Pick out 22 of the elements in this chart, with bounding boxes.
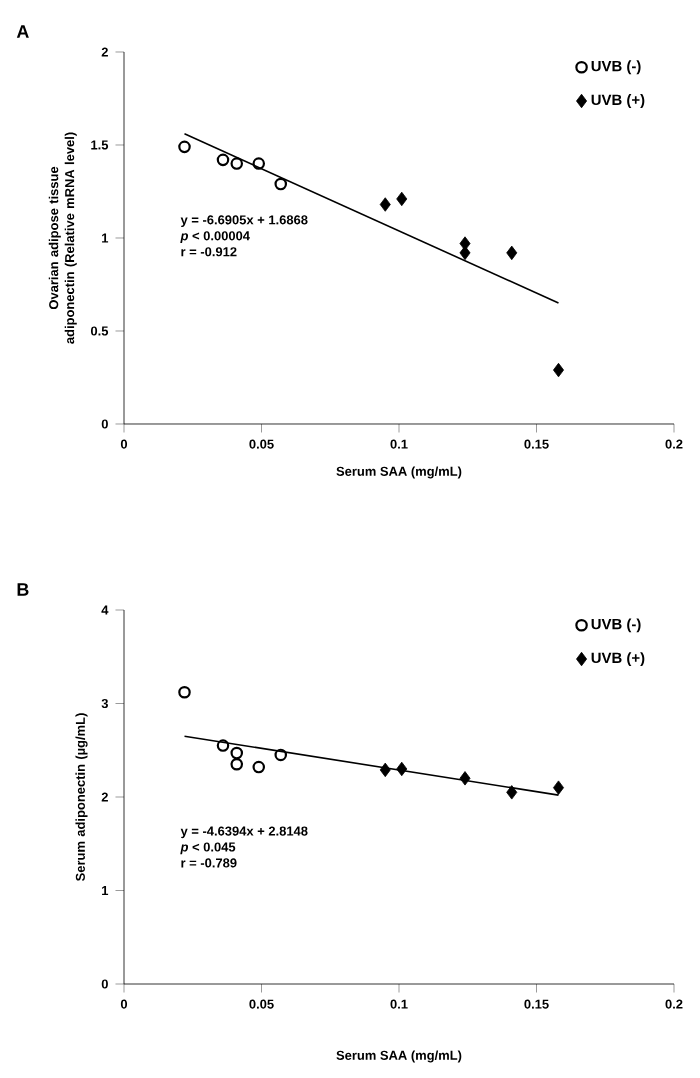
point [178, 686, 191, 699]
point [553, 780, 564, 795]
point [459, 245, 471, 261]
chart-title: A [16, 25, 29, 38]
point [506, 245, 518, 261]
point [230, 746, 244, 760]
point [178, 140, 191, 154]
point [216, 153, 230, 167]
point [230, 758, 244, 771]
chart-title: B [17, 583, 29, 596]
point [216, 739, 230, 752]
point [379, 197, 391, 212]
point [506, 785, 518, 800]
point [230, 157, 244, 170]
point [252, 760, 266, 774]
point [396, 191, 408, 207]
point [274, 177, 288, 191]
point [274, 748, 288, 762]
point [396, 761, 408, 777]
point [459, 771, 471, 786]
point [252, 157, 266, 170]
point [379, 762, 391, 778]
